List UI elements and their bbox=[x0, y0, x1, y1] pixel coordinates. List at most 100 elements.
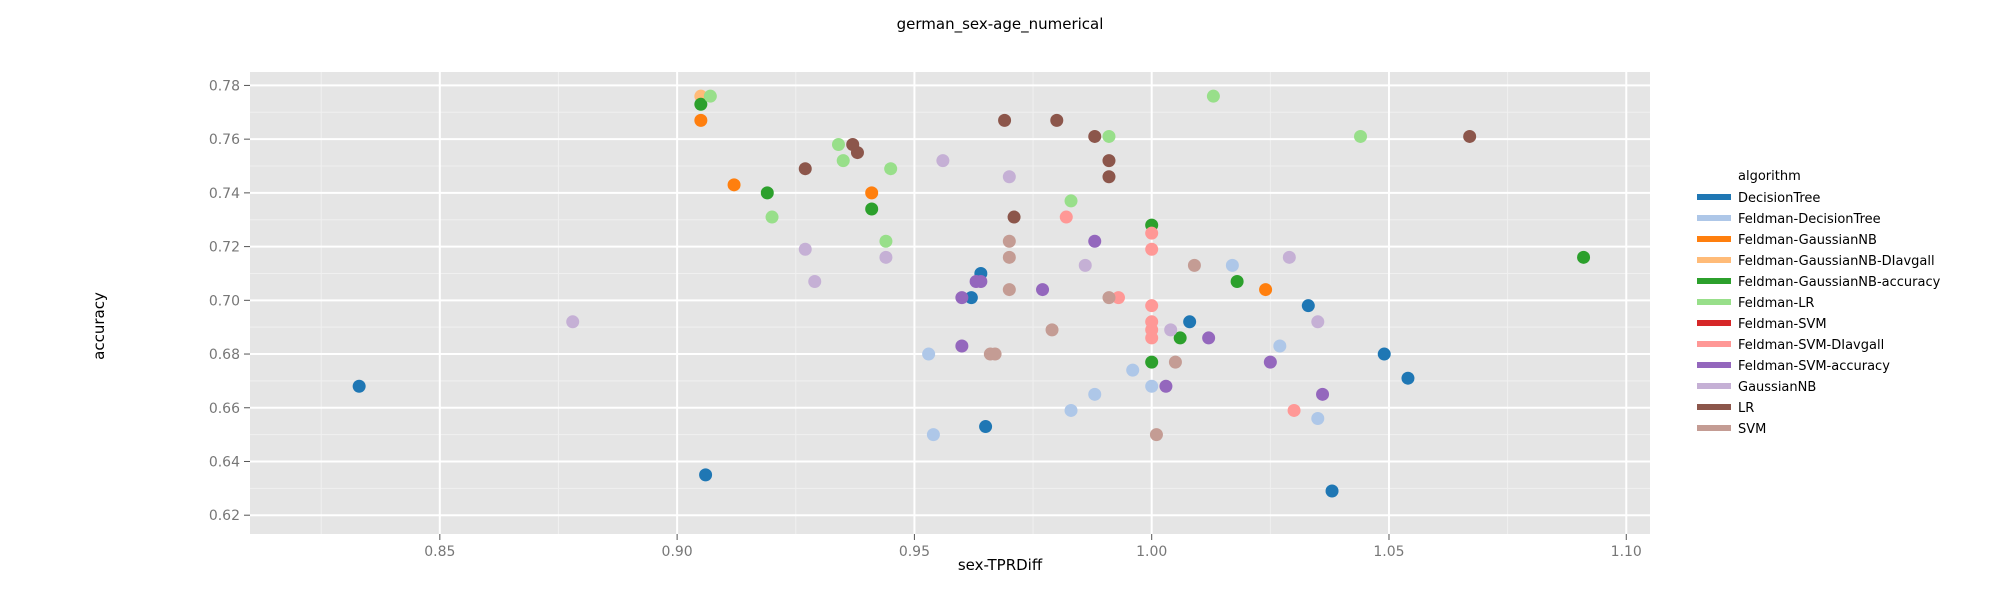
data-point bbox=[1259, 283, 1273, 297]
legend-title: algorithm bbox=[1738, 169, 1801, 184]
data-point bbox=[1145, 299, 1159, 313]
data-point bbox=[1050, 113, 1064, 127]
data-point bbox=[1173, 331, 1187, 345]
data-point bbox=[1577, 250, 1591, 264]
data-point bbox=[1149, 428, 1163, 442]
data-point bbox=[1002, 234, 1016, 248]
y-tick-label: 0.72 bbox=[209, 240, 240, 256]
data-point bbox=[760, 186, 774, 200]
data-point bbox=[1145, 379, 1159, 393]
data-point bbox=[1145, 226, 1159, 240]
data-point bbox=[1102, 154, 1116, 168]
plot-area bbox=[250, 72, 1650, 534]
data-point bbox=[798, 242, 812, 256]
data-point bbox=[879, 250, 893, 264]
data-point bbox=[1206, 89, 1220, 103]
data-point bbox=[865, 186, 879, 200]
legend-swatch bbox=[1697, 404, 1731, 410]
data-point bbox=[974, 275, 988, 289]
legend-swatch bbox=[1697, 362, 1731, 368]
legend-entry: GaussianNB bbox=[1738, 380, 1816, 395]
data-point bbox=[1126, 363, 1140, 377]
chart-title: german_sex-age_numerical bbox=[897, 15, 1104, 34]
y-tick-label: 0.78 bbox=[209, 78, 240, 94]
x-tick-label: 0.85 bbox=[424, 544, 455, 560]
data-point bbox=[727, 178, 741, 192]
data-point bbox=[1282, 250, 1296, 264]
legend-entry: Feldman-SVM-DIavgall bbox=[1738, 338, 1884, 353]
data-point bbox=[1064, 194, 1078, 208]
data-point bbox=[1111, 291, 1125, 305]
data-point bbox=[1002, 283, 1016, 297]
data-point bbox=[1202, 331, 1216, 345]
grid-lines bbox=[250, 72, 1650, 534]
y-tick-label: 0.70 bbox=[209, 293, 240, 309]
data-point bbox=[1225, 258, 1239, 272]
legend-entry: Feldman-GaussianNB-accuracy bbox=[1738, 275, 1941, 290]
data-point bbox=[1078, 258, 1092, 272]
data-point bbox=[699, 468, 713, 482]
y-tick-label: 0.64 bbox=[209, 454, 240, 470]
data-point bbox=[1401, 371, 1415, 385]
legend: algorithm DecisionTree Feldman-DecisionTr… bbox=[1697, 169, 1941, 437]
data-point bbox=[765, 210, 779, 224]
data-point bbox=[798, 162, 812, 176]
data-point bbox=[1273, 339, 1287, 353]
data-point bbox=[836, 154, 850, 168]
data-point bbox=[808, 275, 822, 289]
data-point bbox=[1463, 129, 1477, 143]
legend-entry: Feldman-GaussianNB-DIavgall bbox=[1738, 254, 1935, 269]
legend-entry: Feldman-SVM bbox=[1738, 317, 1827, 332]
data-point bbox=[352, 379, 366, 393]
data-point bbox=[1088, 234, 1102, 248]
legend-swatch bbox=[1697, 194, 1731, 200]
x-tick-label: 1.00 bbox=[1136, 544, 1167, 560]
legend-entry: Feldman-SVM-accuracy bbox=[1738, 359, 1890, 374]
data-point bbox=[1002, 170, 1016, 184]
legend-swatch bbox=[1697, 215, 1731, 221]
data-point bbox=[1102, 291, 1116, 305]
data-point bbox=[979, 420, 993, 434]
data-point bbox=[884, 162, 898, 176]
legend-entry: SVM bbox=[1738, 422, 1766, 437]
data-points bbox=[352, 89, 1591, 498]
data-point bbox=[955, 291, 969, 305]
y-tick-label: 0.66 bbox=[209, 401, 240, 417]
data-point bbox=[964, 291, 978, 305]
data-point bbox=[1183, 315, 1197, 329]
data-point bbox=[1007, 210, 1021, 224]
x-tick-label: 0.90 bbox=[662, 544, 693, 560]
legend-swatch bbox=[1697, 278, 1731, 284]
data-point bbox=[1088, 387, 1102, 401]
data-point bbox=[1311, 412, 1325, 425]
data-point bbox=[926, 428, 940, 442]
data-point bbox=[1102, 129, 1116, 143]
data-point bbox=[936, 154, 950, 168]
data-point bbox=[1145, 242, 1159, 256]
x-tick-label: 1.05 bbox=[1373, 544, 1404, 560]
y-tick-label: 0.74 bbox=[209, 186, 240, 202]
data-point bbox=[1036, 283, 1050, 297]
data-point bbox=[1164, 323, 1178, 337]
data-point bbox=[1187, 258, 1201, 272]
y-axis-label: accuracy bbox=[90, 292, 108, 360]
legend-swatch bbox=[1697, 257, 1731, 263]
x-axis-label: sex-TPRDiff bbox=[958, 556, 1043, 574]
legend-entry: DecisionTree bbox=[1738, 191, 1820, 206]
data-point bbox=[998, 113, 1012, 127]
data-point bbox=[1145, 355, 1159, 369]
legend-swatch bbox=[1697, 383, 1731, 389]
data-point bbox=[988, 347, 1002, 361]
x-tick-label: 1.10 bbox=[1611, 544, 1642, 560]
data-point bbox=[694, 113, 708, 127]
data-point bbox=[694, 97, 708, 111]
legend-entry: LR bbox=[1738, 401, 1754, 416]
legend-entry: Feldman-DecisionTree bbox=[1738, 212, 1881, 227]
data-point bbox=[1263, 355, 1277, 369]
y-tick-label: 0.62 bbox=[209, 508, 240, 524]
data-point bbox=[1316, 387, 1330, 401]
data-point bbox=[922, 347, 936, 361]
legend-swatch bbox=[1697, 299, 1731, 305]
data-point bbox=[1088, 129, 1102, 143]
